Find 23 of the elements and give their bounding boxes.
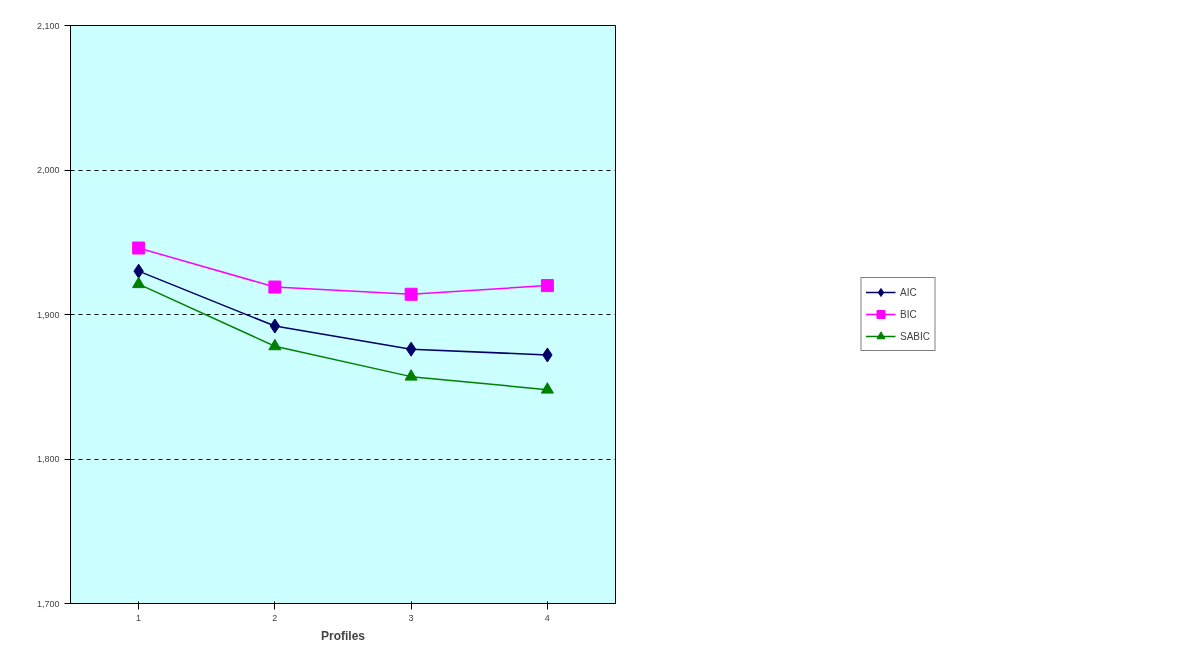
point (540, 382, 554, 394)
point (268, 338, 282, 351)
y-tick-label: 1,800 (36, 454, 60, 464)
legend-label: AIC (899, 286, 918, 298)
y-tick-label: 1,900 (36, 309, 60, 320)
x-tick-label: 4 (544, 612, 550, 623)
point (132, 276, 146, 289)
point (132, 241, 146, 255)
point (404, 287, 418, 301)
y-tick-label: 2,100 (36, 20, 60, 31)
x-tick-label: 1 (136, 612, 142, 623)
y-tick-label: 1,700 (36, 598, 60, 609)
y-tick-label: 2,000 (36, 165, 60, 175)
x-tick-label: 3 (408, 612, 414, 623)
point (405, 341, 417, 357)
point (269, 318, 281, 334)
point (404, 369, 418, 381)
legend-label: BIC (899, 308, 918, 320)
legend-label: SABIC (899, 330, 931, 342)
point (268, 280, 282, 294)
x-axis-title: Profiles (320, 628, 366, 643)
point (540, 279, 554, 293)
x-tick-label: 2 (272, 612, 278, 623)
